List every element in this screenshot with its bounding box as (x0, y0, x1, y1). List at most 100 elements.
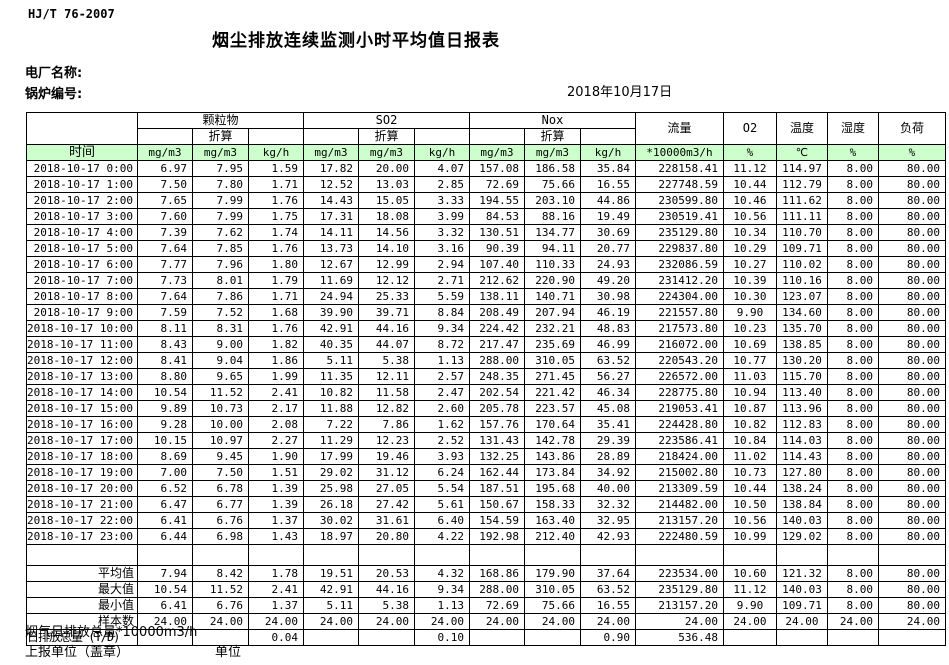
summary-value-cell (775, 629, 828, 646)
table-row: 2018-10-17 19:00 7.00 7.50 1.51 29.02 31.12 6.… (26, 464, 946, 481)
time-cell: 2018-10-17 15:00 (26, 400, 138, 417)
value-cell: 80.00 (877, 272, 946, 289)
value-cell: 84.53 (468, 208, 525, 225)
value-cell: 213309.59 (634, 480, 724, 497)
summary-value-cell: 9.34 (413, 581, 470, 598)
value-cell: 80.00 (877, 512, 946, 529)
summary-value-cell: 6.41 (136, 597, 193, 614)
value-cell: 2.52 (413, 432, 470, 449)
summary-value-cell: 140.03 (775, 581, 828, 598)
value-cell: 5.61 (413, 496, 470, 513)
value-cell: 129.02 (775, 528, 828, 545)
value-cell: 131.43 (468, 432, 525, 449)
summary-value-cell: 72.69 (468, 597, 525, 614)
value-cell: 8.00 (826, 480, 879, 497)
value-cell: 8.00 (826, 256, 879, 273)
value-cell: 8.00 (826, 320, 879, 337)
value-cell: 10.50 (722, 496, 777, 513)
value-cell: 310.05 (523, 352, 581, 369)
value-cell: 8.00 (826, 160, 879, 177)
value-cell: 20.80 (357, 528, 415, 545)
value-cell: 5.54 (413, 480, 470, 497)
value-cell: 7.22 (302, 416, 359, 433)
value-cell: 3.16 (413, 240, 470, 257)
value-cell: 17.82 (302, 160, 359, 177)
value-cell: 138.84 (775, 496, 828, 513)
empty-cell (191, 544, 249, 566)
value-cell: 110.70 (775, 224, 828, 241)
value-cell: 158.33 (523, 496, 581, 513)
value-cell: 8.00 (826, 272, 879, 289)
value-cell: 219053.41 (634, 400, 724, 417)
value-cell: 203.10 (523, 192, 581, 209)
value-cell: 7.96 (191, 256, 249, 273)
value-cell: 29.39 (579, 432, 636, 449)
table-row: 2018-10-17 16:00 9.28 10.00 2.08 7.22 7.86 1.6… (26, 416, 946, 433)
value-cell: 19.46 (357, 448, 415, 465)
empty-cell (722, 544, 777, 566)
value-cell: 72.69 (468, 176, 525, 193)
time-cell: 2018-10-17 18:00 (26, 448, 138, 465)
value-cell: 7.85 (191, 240, 249, 257)
value-cell: 218424.00 (634, 448, 724, 465)
summary-value-cell: 24.00 (523, 613, 581, 630)
value-cell: 138.85 (775, 336, 828, 353)
value-cell: 39.90 (302, 304, 359, 321)
empty-cell (468, 128, 525, 145)
table-row: 2018-10-17 15:00 9.89 10.73 2.17 11.88 12.82 2… (26, 400, 946, 417)
summary-value-cell: 24.00 (247, 613, 304, 630)
summary-value-cell: 24.00 (302, 613, 359, 630)
value-cell: 6.77 (191, 496, 249, 513)
time-cell: 2018-10-17 9:00 (26, 304, 138, 321)
value-cell: 230519.41 (634, 208, 724, 225)
table-row: 2018-10-17 18:00 8.69 9.45 1.90 17.99 19.46 3.… (26, 448, 946, 465)
value-cell: 6.24 (413, 464, 470, 481)
value-cell: 32.32 (579, 496, 636, 513)
value-cell: 2.47 (413, 384, 470, 401)
value-cell: 216072.00 (634, 336, 724, 353)
time-cell: 2018-10-17 7:00 (26, 272, 138, 289)
value-cell: 217573.80 (634, 320, 724, 337)
time-cell: 2018-10-17 6:00 (26, 256, 138, 273)
value-cell: 110.33 (523, 256, 581, 273)
value-cell: 115.70 (775, 368, 828, 385)
value-cell: 112.79 (775, 176, 828, 193)
value-cell: 8.84 (413, 304, 470, 321)
value-cell: 232086.59 (634, 256, 724, 273)
value-cell: 8.00 (826, 512, 879, 529)
value-cell: 6.52 (136, 480, 193, 497)
value-cell: 9.28 (136, 416, 193, 433)
value-cell: 10.29 (722, 240, 777, 257)
value-cell: 7.73 (136, 272, 193, 289)
table-row: 2018-10-17 22:00 6.41 6.76 1.37 30.02 31.61 6.… (26, 512, 946, 529)
flue-gas-total-note: 烟气日排放总量*10000m3/h (25, 625, 198, 640)
value-cell: 44.07 (357, 336, 415, 353)
units-row: 时间 mg/m3 mg/m3 kg/h mg/m3 mg/m3 kg/h mg/m3 mg/m3… (26, 144, 946, 161)
value-cell: 8.00 (826, 224, 879, 241)
value-cell: 1.43 (247, 528, 304, 545)
value-cell: 11.58 (357, 384, 415, 401)
value-cell: 6.47 (136, 496, 193, 513)
value-cell: 12.23 (357, 432, 415, 449)
summary-value-cell: 24.00 (722, 613, 777, 630)
value-cell: 9.00 (191, 336, 249, 353)
table-row: 2018-10-17 1:00 7.50 7.80 1.71 12.52 13.03 2.8… (26, 176, 946, 193)
value-cell: 231412.20 (634, 272, 724, 289)
value-cell: 113.96 (775, 400, 828, 417)
value-cell: 8.00 (826, 208, 879, 225)
value-cell: 230599.80 (634, 192, 724, 209)
value-cell: 8.00 (826, 448, 879, 465)
value-cell: 80.00 (877, 304, 946, 321)
empty-cell (247, 128, 304, 145)
summary-value-cell: 11.52 (191, 581, 249, 598)
value-cell: 8.41 (136, 352, 193, 369)
value-cell: 1.90 (247, 448, 304, 465)
col-group-nox: Nox (468, 112, 636, 129)
time-cell: 2018-10-17 14:00 (26, 384, 138, 401)
time-cell: 2018-10-17 2:00 (26, 192, 138, 209)
value-cell: 7.50 (136, 176, 193, 193)
standard-number: HJ/T 76-2007 (28, 7, 115, 21)
value-cell: 4.22 (413, 528, 470, 545)
value-cell: 80.00 (877, 368, 946, 385)
value-cell: 3.93 (413, 448, 470, 465)
